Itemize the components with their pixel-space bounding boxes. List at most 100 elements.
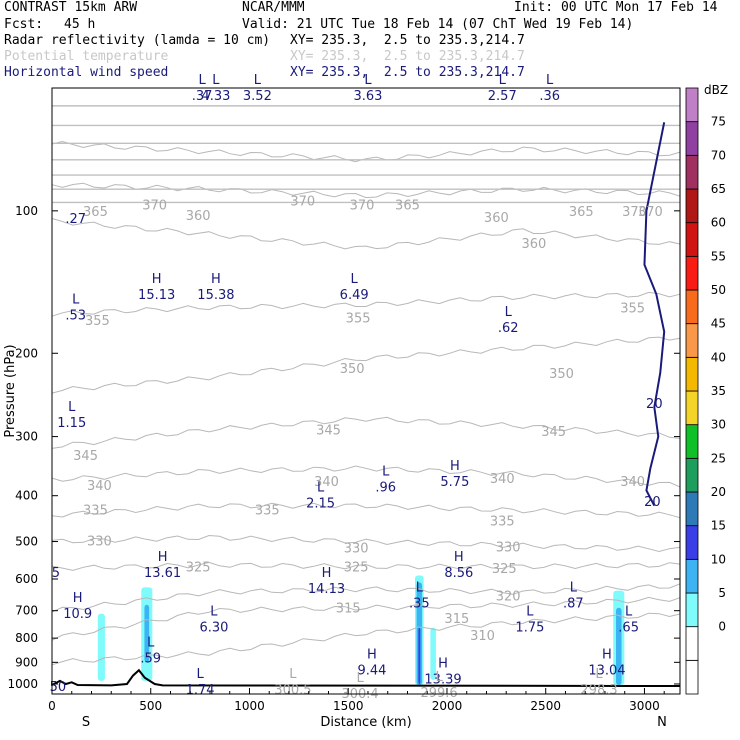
wind-extremum-letter: L <box>68 400 76 415</box>
x-tick-label: 0 <box>48 699 56 713</box>
theta-label: 345 <box>73 449 98 464</box>
wind-extremum-letter: H <box>158 550 168 565</box>
reflectivity-column <box>616 607 622 685</box>
theta-label: 365 <box>395 199 420 214</box>
wind-extremum-value: .36 <box>539 89 560 104</box>
y-tick-label: 400 <box>15 489 38 503</box>
theta-contour-315 <box>51 596 681 641</box>
theta-contour-330 <box>51 534 681 553</box>
colorbar-bin <box>685 525 699 560</box>
theta-contour-345 <box>51 416 681 449</box>
theta-extremum-letter: L <box>435 670 443 685</box>
x-tick-label: 2000 <box>432 699 463 713</box>
theta-label: 355 <box>85 314 110 329</box>
theta-contour-310 <box>51 612 681 666</box>
colorbar-tick-label: 35 <box>711 384 726 398</box>
wind-contour-label: 370 <box>638 205 663 220</box>
wind-extremum-value: .27 <box>65 212 86 227</box>
wind-extremum-value: .53 <box>65 308 86 323</box>
plot-frame <box>51 87 681 695</box>
wind-extremum-letter: L <box>499 73 507 88</box>
wind-extremum-letter: L <box>505 305 513 320</box>
wind-extremum-letter: L <box>317 481 325 496</box>
theta-contour-355 <box>51 291 681 317</box>
wind-extremum-value: 1.15 <box>57 416 86 431</box>
colorbar-tick-label: 15 <box>711 519 726 533</box>
y-tick-label: 300 <box>15 430 38 444</box>
theta-label: 360 <box>186 209 211 224</box>
theta-label: 355 <box>620 301 645 316</box>
wind-extremum-letter: H <box>367 647 377 662</box>
colorbar-bin <box>685 154 699 190</box>
colorbar-bin <box>685 592 699 628</box>
theta-label: 340 <box>620 475 645 490</box>
field2-xy: XY= 235.3, 2.5 to 235.3,214.7 <box>290 49 525 64</box>
reflectivity-column <box>418 627 421 684</box>
colorbar-unit: dBZ <box>704 83 728 97</box>
x-tick-label: 1000 <box>234 699 265 713</box>
wind-extremum-value: 8.56 <box>444 566 473 581</box>
reflectivity-column <box>430 627 436 680</box>
x-tick-label: 1500 <box>333 699 364 713</box>
wind-extremum-value: 1.75 <box>515 620 544 635</box>
wind-extremum-value: 5.75 <box>440 475 469 490</box>
colorbar-tick-label: 65 <box>711 182 726 196</box>
theta-contour-360 <box>51 218 681 250</box>
wind-extremum-value: 15.38 <box>197 288 234 303</box>
wind-extremum-value: 3.63 <box>353 89 382 104</box>
wind-extremum-letter: L <box>351 272 359 287</box>
colorbar-bin <box>685 255 699 291</box>
forecast-label: Fcst: <box>4 17 44 32</box>
theta-extremum-value: 299.6 <box>420 686 457 701</box>
reflectivity-column <box>144 604 150 663</box>
theta-label: 320 <box>496 589 521 604</box>
theta-label: 355 <box>346 311 371 326</box>
x-tick-label: 500 <box>139 699 162 713</box>
wind-extremum-letter: L <box>625 604 633 619</box>
init-time: Init: 00 UTC Mon 17 Feb 14 <box>514 0 718 15</box>
theta-label: 325 <box>186 560 211 575</box>
theta-contour-340 <box>51 465 681 488</box>
colorbar-bin <box>685 558 699 594</box>
organization-label: NCAR/MMM <box>242 0 305 15</box>
theta-label: 370 <box>622 205 647 220</box>
colorbar-tick-label: 60 <box>711 216 726 230</box>
colorbar-bin <box>685 626 699 661</box>
theta-label: 365 <box>83 205 108 220</box>
forecast-hours: 45 h <box>64 17 96 32</box>
theta-label: 350 <box>340 362 365 377</box>
wind-extremum-letter: H <box>438 656 448 671</box>
y-tick-label: 700 <box>15 604 38 618</box>
wind-extremum-value: .35 <box>409 596 430 611</box>
x-axis-north-label: N <box>657 715 667 730</box>
wind-extremum-value: 6.49 <box>340 288 369 303</box>
theta-label: 350 <box>549 367 574 382</box>
y-tick-label: 600 <box>15 572 38 586</box>
theta-label: 325 <box>344 560 369 575</box>
field3-xy: XY= 235.3, 2.5 to 235.3,214.7 <box>290 65 525 80</box>
wind-extremum-letter: L <box>210 604 218 619</box>
colorbar-tick-label: 20 <box>711 485 726 499</box>
wind-extremum-letter: L <box>147 636 155 651</box>
theta-contour-350 <box>51 336 681 394</box>
colorbar-bin <box>685 491 699 527</box>
field2-name: Potential temperature <box>4 49 169 64</box>
theta-contour-365 <box>51 182 681 199</box>
theta-label: 340 <box>490 472 515 487</box>
wind-extremum-letter: H <box>322 566 332 581</box>
wind-extremum-value: 4.33 <box>201 89 230 104</box>
x-tick-label: 2500 <box>530 699 561 713</box>
colorbar-tick-label: 25 <box>711 451 726 465</box>
theta-label: 370 <box>350 199 375 214</box>
colorbar-tick-label: 50 <box>711 283 726 297</box>
wind-contour-label: 20 <box>644 495 661 510</box>
wind-extremum-letter: L <box>196 667 204 682</box>
colorbar-bin <box>685 424 699 459</box>
colorbar-bin <box>685 188 699 224</box>
colorbar-tick-label: 70 <box>711 148 726 162</box>
valid-time: Valid: 21 UTC Tue 18 Feb 14 (07 ChT Wed … <box>242 17 634 32</box>
theta-label: 340 <box>87 479 112 494</box>
reflectivity-column <box>97 613 105 681</box>
y-tick-label: 100 <box>15 204 38 218</box>
theta-label: 330 <box>87 534 112 549</box>
